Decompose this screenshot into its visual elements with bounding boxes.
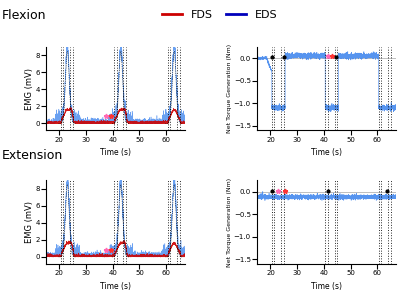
Y-axis label: EMG (mV): EMG (mV) [25, 201, 34, 243]
Text: Extension: Extension [2, 149, 63, 162]
Y-axis label: Net Torque Generation (Nm): Net Torque Generation (Nm) [227, 178, 232, 267]
X-axis label: Time (s): Time (s) [100, 148, 131, 157]
Text: Flexion: Flexion [2, 9, 46, 22]
X-axis label: Time (s): Time (s) [100, 282, 131, 290]
Legend: FDS, EDS: FDS, EDS [158, 6, 282, 24]
Y-axis label: Net Torque Generation (Nm): Net Torque Generation (Nm) [227, 44, 232, 133]
X-axis label: Time (s): Time (s) [311, 148, 342, 157]
Y-axis label: EMG (mV): EMG (mV) [25, 68, 34, 110]
X-axis label: Time (s): Time (s) [311, 282, 342, 290]
